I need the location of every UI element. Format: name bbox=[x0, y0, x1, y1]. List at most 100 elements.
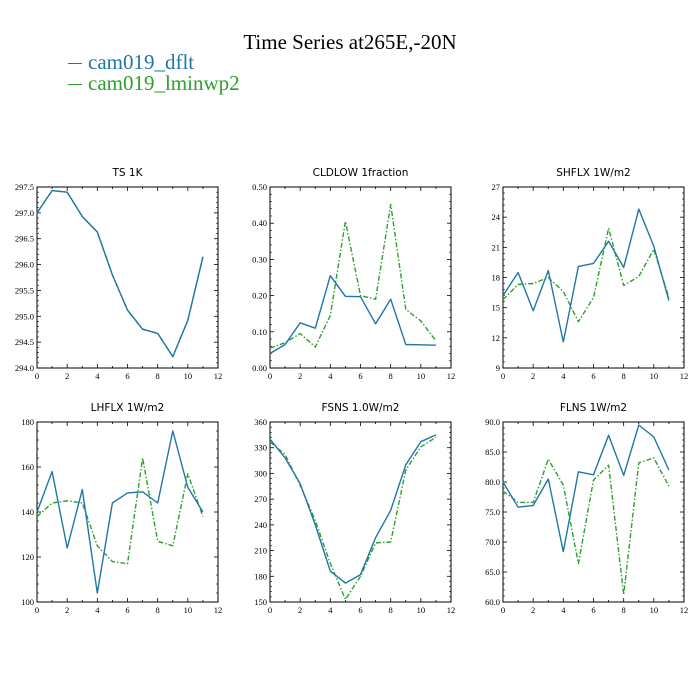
plot-frame bbox=[502, 421, 685, 603]
x-tick-label: 6 bbox=[591, 605, 595, 615]
x-tick-label: 4 bbox=[95, 371, 100, 381]
plot-frame bbox=[269, 186, 452, 369]
y-tick-label: 60.0 bbox=[485, 597, 500, 607]
y-tick-label: 65.0 bbox=[485, 567, 500, 577]
legend-label: cam019_lminwp2 bbox=[88, 71, 240, 95]
series-line-lminwp2 bbox=[502, 227, 670, 323]
x-tick-label: 0 bbox=[268, 371, 272, 381]
panel-title: FLNS 1W/m2 bbox=[560, 402, 627, 414]
x-tick-label: 12 bbox=[447, 605, 456, 615]
y-tick-label: 295.5 bbox=[15, 285, 34, 295]
y-tick-label: 160 bbox=[21, 462, 34, 472]
y-tick-label: 85.0 bbox=[485, 447, 500, 457]
y-tick-label: 297.0 bbox=[15, 208, 34, 218]
y-tick-label: 9 bbox=[496, 363, 500, 373]
y-tick-label: 18 bbox=[492, 273, 501, 283]
panel-4: FSNS 1.0W/m2 0 2 4 6 8 10 12 150 180 210 240 270 300 3… bbox=[254, 402, 455, 615]
x-tick-label: 8 bbox=[389, 605, 393, 615]
x-tick-label: 8 bbox=[622, 371, 626, 381]
x-tick-label: 10 bbox=[650, 371, 659, 381]
x-tick-label: 12 bbox=[680, 605, 689, 615]
series-line-dflt bbox=[502, 424, 670, 553]
legend-label: cam019_dflt bbox=[88, 50, 195, 74]
panel-title: TS 1K bbox=[112, 167, 144, 179]
x-tick-label: 8 bbox=[622, 605, 626, 615]
y-tick-label: 330 bbox=[254, 443, 267, 453]
y-tick-label: 295.0 bbox=[15, 311, 34, 321]
x-tick-label: 2 bbox=[531, 605, 535, 615]
x-tick-label: 4 bbox=[328, 605, 333, 615]
x-tick-label: 12 bbox=[214, 371, 223, 381]
y-tick-label: 294.5 bbox=[15, 337, 34, 347]
panel-5: FLNS 1W/m2 0 2 4 6 8 10 12 60.0 65.0 70.0 75.0 80.0 8… bbox=[485, 402, 688, 615]
y-tick-label: 140 bbox=[21, 507, 34, 517]
x-tick-label: 6 bbox=[358, 371, 362, 381]
x-tick-label: 6 bbox=[125, 371, 129, 381]
panel-title: CLDLOW 1fraction bbox=[313, 167, 409, 179]
y-tick-label: 297.5 bbox=[15, 182, 34, 192]
x-tick-label: 0 bbox=[501, 371, 505, 381]
y-tick-label: 0.30 bbox=[252, 254, 267, 264]
panel-1: CLDLOW 1fraction 0 2 4 6 8 10 12 0.00 0.10 0.20 0.3… bbox=[252, 167, 455, 381]
series-line-lminwp2 bbox=[502, 457, 670, 596]
series-line-lminwp2 bbox=[36, 189, 204, 358]
panel-0: TS 1K 0 2 4 6 8 10 12 294.0 294.5 295.0 295.5 296.0 2… bbox=[15, 167, 222, 381]
series-line-dflt bbox=[502, 208, 670, 343]
x-tick-label: 12 bbox=[680, 371, 689, 381]
x-tick-label: 8 bbox=[389, 371, 393, 381]
y-tick-label: 240 bbox=[254, 520, 267, 530]
y-tick-label: 100 bbox=[21, 597, 34, 607]
y-tick-label: 360 bbox=[254, 417, 267, 427]
x-tick-label: 2 bbox=[298, 371, 302, 381]
x-tick-label: 2 bbox=[531, 371, 535, 381]
series-line-dflt bbox=[36, 430, 204, 594]
y-tick-label: 21 bbox=[492, 242, 501, 252]
y-tick-label: 24 bbox=[492, 212, 501, 222]
panel-title: FSNS 1.0W/m2 bbox=[322, 402, 400, 414]
y-tick-label: 75.0 bbox=[485, 507, 500, 517]
y-tick-label: 296.5 bbox=[15, 234, 34, 244]
y-tick-label: 15 bbox=[492, 303, 501, 313]
panel-title: SHFLX 1W/m2 bbox=[556, 167, 631, 179]
y-tick-label: 12 bbox=[492, 333, 501, 343]
y-tick-label: 294.0 bbox=[15, 363, 34, 373]
y-tick-label: 0.10 bbox=[252, 327, 267, 337]
y-tick-label: 70.0 bbox=[485, 537, 500, 547]
y-tick-label: 180 bbox=[254, 571, 267, 581]
x-tick-label: 4 bbox=[561, 371, 566, 381]
x-tick-label: 0 bbox=[35, 371, 39, 381]
legend-item-lminwp2: cam019_lminwp2 bbox=[68, 72, 240, 94]
series-line-lminwp2 bbox=[269, 203, 437, 349]
x-tick-label: 10 bbox=[650, 605, 659, 615]
x-tick-label: 12 bbox=[447, 371, 456, 381]
y-tick-label: 80.0 bbox=[485, 477, 500, 487]
panel-3: LHFLX 1W/m2 0 2 4 6 8 10 12 100 120 140 160 180 bbox=[21, 402, 222, 615]
series-line-dflt bbox=[269, 434, 437, 584]
y-tick-label: 0.20 bbox=[252, 291, 267, 301]
y-tick-label: 0.40 bbox=[252, 218, 267, 228]
y-tick-label: 270 bbox=[254, 494, 267, 504]
series-line-dflt bbox=[36, 189, 204, 358]
y-tick-label: 300 bbox=[254, 468, 267, 478]
legend-line-icon bbox=[68, 62, 82, 64]
y-tick-label: 90.0 bbox=[485, 417, 500, 427]
x-tick-label: 4 bbox=[328, 371, 333, 381]
legend-item-dflt: cam019_dflt bbox=[68, 51, 194, 73]
y-tick-label: 150 bbox=[254, 597, 267, 607]
y-tick-label: 296.0 bbox=[15, 260, 34, 270]
page-title: Time Series at265E,-20N bbox=[243, 30, 457, 54]
x-tick-label: 10 bbox=[184, 371, 193, 381]
x-tick-label: 6 bbox=[125, 605, 129, 615]
x-tick-label: 12 bbox=[214, 605, 223, 615]
plot-frame bbox=[36, 186, 219, 369]
series-line-dflt bbox=[269, 275, 436, 355]
x-tick-label: 8 bbox=[156, 605, 160, 615]
x-tick-label: 2 bbox=[65, 371, 69, 381]
x-tick-label: 0 bbox=[268, 605, 272, 615]
y-tick-label: 210 bbox=[254, 546, 267, 556]
x-tick-label: 6 bbox=[591, 371, 595, 381]
y-tick-label: 0.00 bbox=[252, 363, 267, 373]
plot-frame bbox=[502, 186, 685, 369]
